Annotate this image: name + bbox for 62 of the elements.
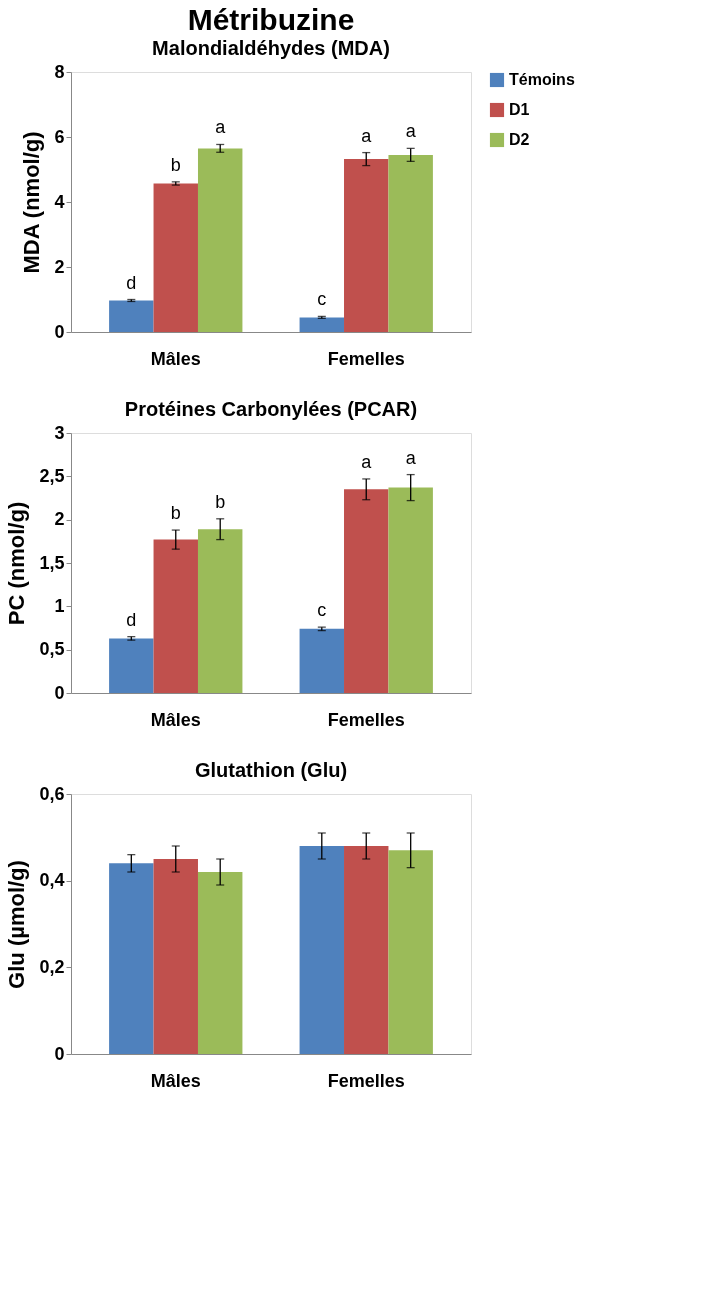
data-label: d [126,272,137,293]
y-tick-label: 0,5 [39,639,65,660]
data-label: b [215,491,226,512]
data-label: a [361,451,373,472]
bar [299,846,345,1054]
y-tick-label: 0,6 [39,783,65,804]
bar [388,487,433,693]
bar [299,317,345,332]
y-tick-label: 1,5 [39,552,65,573]
data-label: d [126,609,137,630]
bar [299,628,345,693]
y-tick-label: 0,2 [39,956,65,977]
bar [197,872,243,1054]
y-tick-label: 1 [54,595,65,616]
bar [197,529,243,693]
data-label: b [170,503,181,524]
x-tick-label: Mâles [150,348,201,369]
x-tick-label: Femelles [327,1070,405,1091]
data-label: a [361,125,373,146]
legend-label: Témoins [509,71,575,88]
chart-title: Protéines Carbonylées (PCAR) [124,398,418,420]
legend-label: D1 [509,101,530,118]
y-tick-label: 0 [54,682,65,703]
x-tick-label: Femelles [327,348,405,369]
chart-subtitle: Malondialdéhydes (MDA) [152,37,390,59]
y-tick-label: 8 [54,61,65,82]
y-axis-title: MDA (nmol/g) [19,131,45,274]
bar [388,154,433,332]
bar [153,183,198,332]
bar [388,850,433,1054]
y-tick-label: 2 [54,509,65,530]
legend-label: D2 [509,131,530,148]
bar [109,863,154,1054]
x-tick-label: Mâles [150,1070,201,1091]
y-tick-label: 3 [54,422,65,443]
bar [153,859,198,1054]
y-tick-label: 6 [54,126,65,147]
chart-title: Métribuzine [187,3,355,36]
y-tick-label: 4 [54,191,65,212]
y-axis-title: Glu (µmol/g) [4,860,30,989]
data-label: b [170,154,181,175]
x-tick-label: Mâles [150,709,201,730]
bar [153,539,198,693]
y-axis-title: PC (nmol/g) [4,501,30,626]
chart-title: Glutathion (Glu) [194,759,348,781]
bar [344,489,389,693]
y-tick-label: 2,5 [39,465,65,486]
data-label: c [317,600,327,621]
data-label: a [405,121,417,142]
bar [109,638,154,693]
y-tick-label: 0 [54,1043,65,1064]
y-tick-label: 2 [54,256,65,277]
x-tick-label: Femelles [327,709,405,730]
bar [344,159,389,332]
y-tick-label: 0,4 [39,870,65,891]
data-label: a [215,117,227,138]
bar [109,300,154,332]
bar [344,846,389,1054]
data-label: c [317,289,327,310]
data-label: a [405,447,417,468]
y-tick-label: 0 [54,321,65,342]
bar [197,148,243,332]
